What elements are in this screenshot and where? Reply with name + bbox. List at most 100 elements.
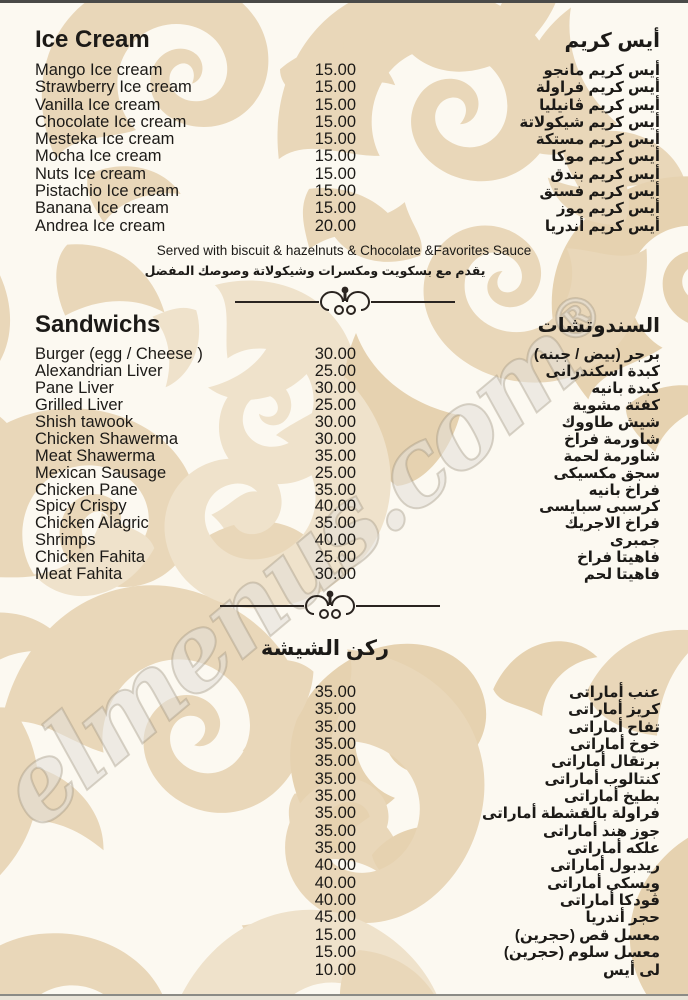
menu-item-row: 40.00 ڤودكا أماراتى	[35, 891, 660, 909]
section-sandwiches: Sandwichs السندوتشات Burger (egg / Chees…	[35, 311, 660, 584]
item-price: 15.00	[314, 95, 356, 114]
sandwiches-title-ar: السندوتشات	[537, 315, 660, 337]
menu-item-row: 35.00 خوخ أماراتى	[35, 735, 660, 753]
item-price: 45.00	[314, 908, 356, 927]
menu-item-row: Alexandrian Liver 25.00 كبدة اسكندرانى	[35, 361, 660, 380]
menu-item-row: Spicy Crispy 40.00 كرسبى سبايسى	[35, 497, 660, 516]
item-price: 35.00	[314, 787, 356, 806]
item-price: 15.00	[314, 182, 356, 201]
item-name-ar: كبدة بانيه	[591, 379, 660, 397]
item-price: 20.00	[314, 216, 356, 235]
item-price: 35.00	[314, 683, 356, 701]
menu-item-row: Strawberry Ice cream 15.00 أيس كريم فراو…	[35, 78, 660, 97]
sandwiches-header: Sandwichs السندوتشات	[35, 311, 660, 339]
item-price: 25.00	[314, 361, 356, 380]
item-name-en: Mocha Ice cream	[35, 147, 162, 166]
item-name-ar: تفاح أماراتى	[568, 718, 660, 736]
item-price: 15.00	[314, 61, 356, 79]
item-name-en: Vanilla Ice cream	[35, 95, 161, 114]
item-name-ar: كبدة اسكندرانى	[545, 362, 660, 380]
item-price: 40.00	[314, 497, 356, 516]
sandwiches-title-en: Sandwichs	[35, 311, 161, 338]
menu-item-row: Burger (egg / Cheese ) 30.00 برجر (بيض /…	[35, 345, 660, 363]
section-ice-cream: Ice Cream أيس كريم Mango Ice cream 15.00…	[35, 26, 660, 235]
item-name-ar: أيس كريم موكا	[551, 148, 660, 166]
item-price: 15.00	[314, 164, 356, 183]
item-name-en: Spicy Crispy	[35, 497, 127, 516]
item-name-ar: كنتالوب أماراتى	[544, 770, 660, 788]
item-price: 35.00	[314, 839, 356, 858]
item-price: 15.00	[314, 147, 356, 166]
item-name-en: Pistachio Ice cream	[35, 182, 179, 201]
menu-item-row: Chocolate Ice cream 15.00 أيس كريم شيكول…	[35, 112, 660, 131]
item-name-ar: فراخ الاجريك	[564, 515, 660, 533]
item-name-ar: عنب أماراتى	[568, 684, 660, 701]
menu-item-row: 45.00 حجر أندريا	[35, 908, 660, 927]
ornamental-divider	[220, 590, 440, 619]
menu-item-row: Pane Liver 30.00 كبدة بانيه	[35, 379, 660, 397]
item-price: 40.00	[314, 531, 356, 550]
item-name-ar: علكه أماراتى	[566, 840, 660, 858]
item-name-ar: فاهيتا لحم	[583, 566, 660, 584]
item-price: 15.00	[314, 130, 356, 149]
item-name-en: Mesteka Ice cream	[35, 130, 175, 149]
menu-item-row: Chicken Fahita 25.00 فاهيتا فراخ	[35, 548, 660, 566]
item-name-en: Chocolate Ice cream	[35, 112, 187, 131]
item-price: 35.00	[314, 752, 356, 771]
item-price: 35.00	[314, 821, 356, 840]
menu-item-row: Mesteka Ice cream 15.00 أيس كريم مستكة	[35, 130, 660, 149]
item-name-ar: برجر (بيض / جبنه)	[533, 346, 660, 363]
item-price: 30.00	[314, 412, 356, 431]
item-price: 25.00	[314, 395, 356, 414]
menu-item-row: Chicken Pane 35.00 فراخ بانيه	[35, 480, 660, 499]
item-name-ar: فراخ بانيه	[588, 481, 660, 499]
menu-item-row: 15.00 معسل قص (حجرين)	[35, 926, 660, 944]
item-name-ar: سجق مكسيكى	[553, 464, 660, 482]
item-name-en: Mexican Sausage	[35, 463, 167, 482]
menu-item-row: 40.00 ويسكى أماراتى	[35, 873, 660, 892]
item-price: 10.00	[314, 960, 356, 979]
item-price: 40.00	[314, 873, 356, 892]
item-name-en: Shish tawook	[35, 412, 134, 431]
menu-item-row: Pistachio Ice cream 15.00 أيس كريم فستق	[35, 182, 660, 201]
item-name-ar: معسل سلوم (حجرين)	[503, 944, 660, 962]
menu-item-row: Chicken Shawerma 30.00 شاورمة فراخ	[35, 430, 660, 448]
item-name-en: Burger (egg / Cheese )	[35, 345, 203, 363]
menu-item-row: Meat Fahita 30.00 فاهيتا لحم	[35, 565, 660, 584]
item-name-ar: برتقال أماراتى	[551, 753, 660, 771]
serving-note-ar: يقدم مع بسكويت ومكسرات وشيكولاتة وصوصك ا…	[144, 264, 486, 278]
menu-item-row: Nuts Ice cream 15.00 أيس كريم بندق	[35, 164, 660, 183]
ornamental-divider	[235, 286, 455, 315]
item-name-ar: كريز أماراتى	[568, 701, 660, 719]
ice-cream-title-ar: أيس كريم	[564, 30, 660, 52]
item-name-ar: ريدبول أماراتى	[550, 857, 660, 875]
item-price: 40.00	[314, 856, 356, 875]
shisha-section-title-ar: ركن الشيشة	[260, 637, 390, 660]
menu-item-row: 35.00 كريز أماراتى	[35, 700, 660, 719]
menu-item-row: Mocha Ice cream 15.00 أيس كريم موكا	[35, 147, 660, 166]
item-price: 35.00	[314, 717, 356, 736]
item-name-en: Andrea Ice cream	[35, 216, 166, 235]
item-price: 35.00	[314, 480, 356, 499]
item-name-en: Banana Ice cream	[35, 199, 169, 218]
item-name-ar: كرسبى سبايسى	[539, 498, 660, 516]
menu-item-row: Meat Shawerma 35.00 شاورمة لحمة	[35, 447, 660, 465]
item-name-en: Chicken Pane	[35, 480, 138, 499]
item-name-ar: أيس كريم ڤانيليا	[539, 96, 660, 114]
menu-item-row: Mexican Sausage 25.00 سجق مكسيكى	[35, 463, 660, 482]
item-price: 15.00	[314, 78, 356, 97]
item-name-en: Alexandrian Liver	[35, 361, 163, 380]
menu-item-row: 10.00 لى أيس	[35, 960, 660, 979]
item-name-ar: جمبرى	[609, 532, 660, 550]
menu-item-row: 35.00 فراولة بالقشطة أماراتى	[35, 804, 660, 822]
bottom-edge	[0, 996, 688, 1000]
menu-item-row: 35.00 تفاح أماراتى	[35, 717, 660, 736]
top-border-line	[0, 0, 688, 3]
menu-item-row: Chicken Alagric 35.00 فراخ الاجريك	[35, 514, 660, 533]
menu-item-row: Shish tawook 30.00 شيش طاووك	[35, 412, 660, 431]
item-name-ar: أيس كريم مانجو	[543, 62, 660, 79]
menu-item-row: 15.00 معسل سلوم (حجرين)	[35, 943, 660, 962]
item-name-ar: بطيخ أماراتى	[564, 788, 660, 806]
